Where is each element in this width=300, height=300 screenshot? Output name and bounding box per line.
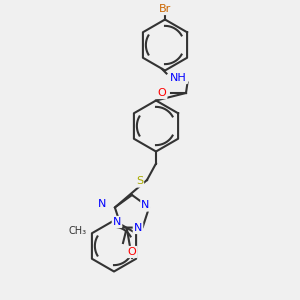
- Text: N: N: [113, 217, 121, 227]
- Text: NH: NH: [170, 73, 187, 83]
- Text: O: O: [128, 247, 136, 257]
- Text: O: O: [158, 88, 166, 98]
- Text: Br: Br: [159, 4, 171, 14]
- Text: CH₃: CH₃: [69, 226, 87, 236]
- Text: N: N: [141, 200, 150, 211]
- Text: N: N: [98, 199, 106, 209]
- Text: S: S: [136, 176, 143, 187]
- Text: N: N: [134, 223, 142, 233]
